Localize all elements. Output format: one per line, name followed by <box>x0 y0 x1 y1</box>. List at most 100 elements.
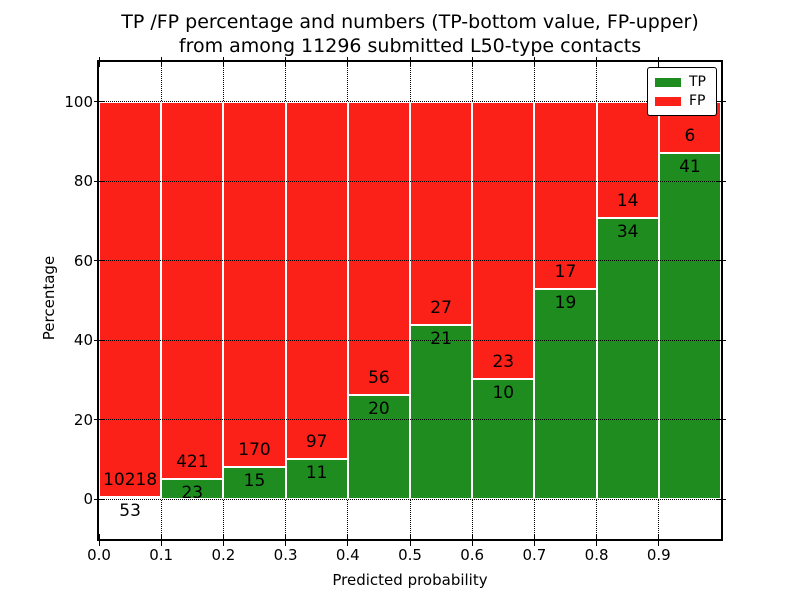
tp-bar-segment <box>596 217 659 500</box>
fp-bar-segment <box>99 101 162 498</box>
x-tick-mark <box>471 534 473 546</box>
x-tick-mark-top <box>658 57 660 67</box>
chart-title-line2: from among 11296 submitted L50-type cont… <box>178 35 642 57</box>
fp-bar-segment <box>596 101 659 218</box>
y-tick-mark <box>94 101 104 103</box>
y-tick-mark <box>94 260 104 262</box>
fp-bar-segment <box>410 101 473 326</box>
x-tick-label: 0.7 <box>522 546 547 564</box>
y-tick-mark-right <box>716 260 726 262</box>
x-tick-mark-top <box>285 57 287 67</box>
tp-count-label: 23 <box>181 482 204 503</box>
y-tick-label: 100 <box>64 92 93 111</box>
chart-title: TP /FP percentage and numbers (TP-bottom… <box>99 10 721 58</box>
gridline-y <box>99 260 721 262</box>
x-tick-mark-top <box>160 57 162 67</box>
tp-count-label: 21 <box>430 329 452 350</box>
fp-count-label: 23 <box>492 351 515 372</box>
x-tick-mark <box>160 534 162 546</box>
x-tick-mark-top <box>471 57 473 67</box>
legend-swatch-fp <box>655 97 681 106</box>
gridline-y <box>99 498 721 500</box>
gridline-y <box>99 101 721 103</box>
y-tick-label: 60 <box>73 251 93 270</box>
tp-bar-segment <box>658 152 721 500</box>
tp-count-label: 41 <box>679 156 701 177</box>
fp-count-label: 6 <box>684 125 696 146</box>
fp-bar-segment <box>347 101 410 395</box>
x-tick-label: 0.9 <box>646 546 671 564</box>
tp-count-label: 19 <box>554 293 577 314</box>
fp-bar-segment <box>161 101 224 479</box>
y-tick-label: 0 <box>83 490 93 509</box>
x-tick-mark-top <box>347 57 349 67</box>
y-tick-mark <box>94 180 104 182</box>
tp-bar-segment <box>223 467 286 500</box>
fp-bar-segment <box>285 101 348 459</box>
fp-bar-segment <box>534 101 597 290</box>
x-tick-label: 0.8 <box>584 546 609 564</box>
x-tick-mark <box>658 534 660 546</box>
tp-count-label: 10 <box>492 382 515 403</box>
fp-count-label: 14 <box>616 190 639 211</box>
tp-bar-segment <box>99 497 162 500</box>
fp-count-label: 97 <box>305 431 328 452</box>
legend-label-fp: FP <box>689 93 706 109</box>
gridline-y <box>99 419 721 421</box>
tp-bar-segment <box>410 325 473 500</box>
y-tick-label: 20 <box>73 410 93 429</box>
tp-count-label: 34 <box>616 221 639 242</box>
gridline-y <box>99 180 721 182</box>
x-tick-label: 0.1 <box>149 546 174 564</box>
tp-bar-segment <box>161 478 224 500</box>
y-tick-label: 80 <box>73 172 93 191</box>
fp-count-label: 17 <box>554 262 577 283</box>
x-axis-label: Predicted probability <box>332 571 488 589</box>
x-tick-mark-top <box>222 57 224 67</box>
fp-bar-segment <box>472 101 535 379</box>
legend-item: FP <box>655 92 709 111</box>
x-tick-label: 0.3 <box>273 546 298 564</box>
legend-swatch-tp <box>655 78 681 87</box>
x-tick-mark-top <box>409 57 411 67</box>
tp-count-label: 20 <box>368 398 390 419</box>
tp-count-label: 53 <box>119 501 141 522</box>
x-tick-mark <box>222 534 224 546</box>
y-tick-mark <box>94 419 104 421</box>
y-tick-mark-right <box>716 498 726 500</box>
chart-title-line1: TP /FP percentage and numbers (TP-bottom… <box>121 11 699 33</box>
plot-area: 10218 53 421 23 170 15 97 11 56 20 27 21 23 10 17 19 14 3… <box>94 57 726 546</box>
y-tick-label: 40 <box>73 331 93 350</box>
x-tick-label: 0.0 <box>87 546 111 564</box>
legend-label-tp: TP <box>689 74 706 90</box>
x-tick-mark-top <box>596 57 598 67</box>
gridline-y <box>99 339 721 341</box>
x-tick-mark <box>409 534 411 546</box>
y-tick-mark-right <box>716 419 726 421</box>
tp-count-label: 15 <box>243 471 266 491</box>
y-tick-mark <box>94 498 104 500</box>
x-tick-mark <box>596 534 598 546</box>
y-tick-mark <box>94 339 104 341</box>
legend: TP FP <box>647 67 717 116</box>
x-tick-mark <box>285 534 287 546</box>
fp-bar-segment <box>223 101 286 467</box>
fp-count-label: 170 <box>238 440 271 460</box>
tp-bar-segment <box>472 378 535 500</box>
y-tick-mark-right <box>716 101 726 103</box>
x-tick-mark-top <box>98 57 100 67</box>
y-tick-mark-right <box>716 180 726 182</box>
y-tick-mark-right <box>716 339 726 341</box>
x-tick-mark-top <box>533 57 535 67</box>
fp-count-label: 56 <box>368 367 390 388</box>
x-tick-mark <box>533 534 535 546</box>
x-tick-label: 0.4 <box>335 546 360 564</box>
tp-count-label: 11 <box>305 462 328 483</box>
tp-bar-segment <box>534 289 597 500</box>
x-tick-mark <box>98 534 100 546</box>
tp-bar-segment <box>285 458 348 500</box>
y-axis-label: Percentage <box>40 255 58 341</box>
fp-count-label: 27 <box>430 298 452 319</box>
legend-item: TP <box>655 73 709 92</box>
